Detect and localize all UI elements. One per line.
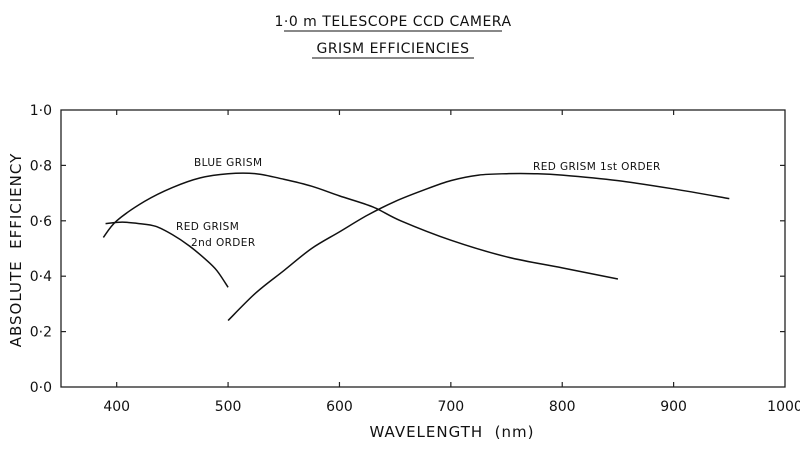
red-grism-1st-order-line — [227, 172, 730, 322]
x-tick-label: 800 — [549, 399, 576, 415]
x-tick-label: 900 — [660, 399, 687, 415]
y-tick-label: 0·0 — [30, 380, 52, 396]
x-tick-label: 1000 — [767, 399, 800, 415]
red-grism-1st-label: RED GRISM 1st ORDER — [533, 161, 661, 173]
y-tick-label: 0·6 — [30, 214, 52, 230]
chart-title-line-2: GRISM EFFICIENCIES — [316, 41, 469, 57]
blue-grism-label: BLUE GRISM — [194, 157, 262, 169]
x-tick-label: 400 — [103, 399, 130, 415]
y-tick-label: 0·4 — [30, 269, 52, 285]
red-grism-2nd-order-line — [105, 221, 229, 288]
y-axis-label: ABSOLUTE EFFICIENCY — [7, 153, 25, 348]
red-grism-2nd-label-line-2: 2nd ORDER — [191, 237, 256, 249]
chart-title-line-1: 1·0 m TELESCOPE CCD CAMERA — [274, 14, 511, 30]
y-tick-label: 0·2 — [30, 325, 52, 341]
red-grism-2nd-label-line-1: RED GRISM — [176, 221, 239, 233]
y-tick-label: 1·0 — [30, 103, 52, 119]
y-tick-label: 0·8 — [30, 158, 52, 174]
blue-grism-line — [102, 172, 619, 280]
x-tick-label: 600 — [326, 399, 353, 415]
x-tick-label: 500 — [215, 399, 242, 415]
x-axis-label: WAVELENGTH (nm) — [370, 423, 535, 441]
plot-frame — [60, 109, 786, 388]
x-tick-label: 700 — [437, 399, 464, 415]
